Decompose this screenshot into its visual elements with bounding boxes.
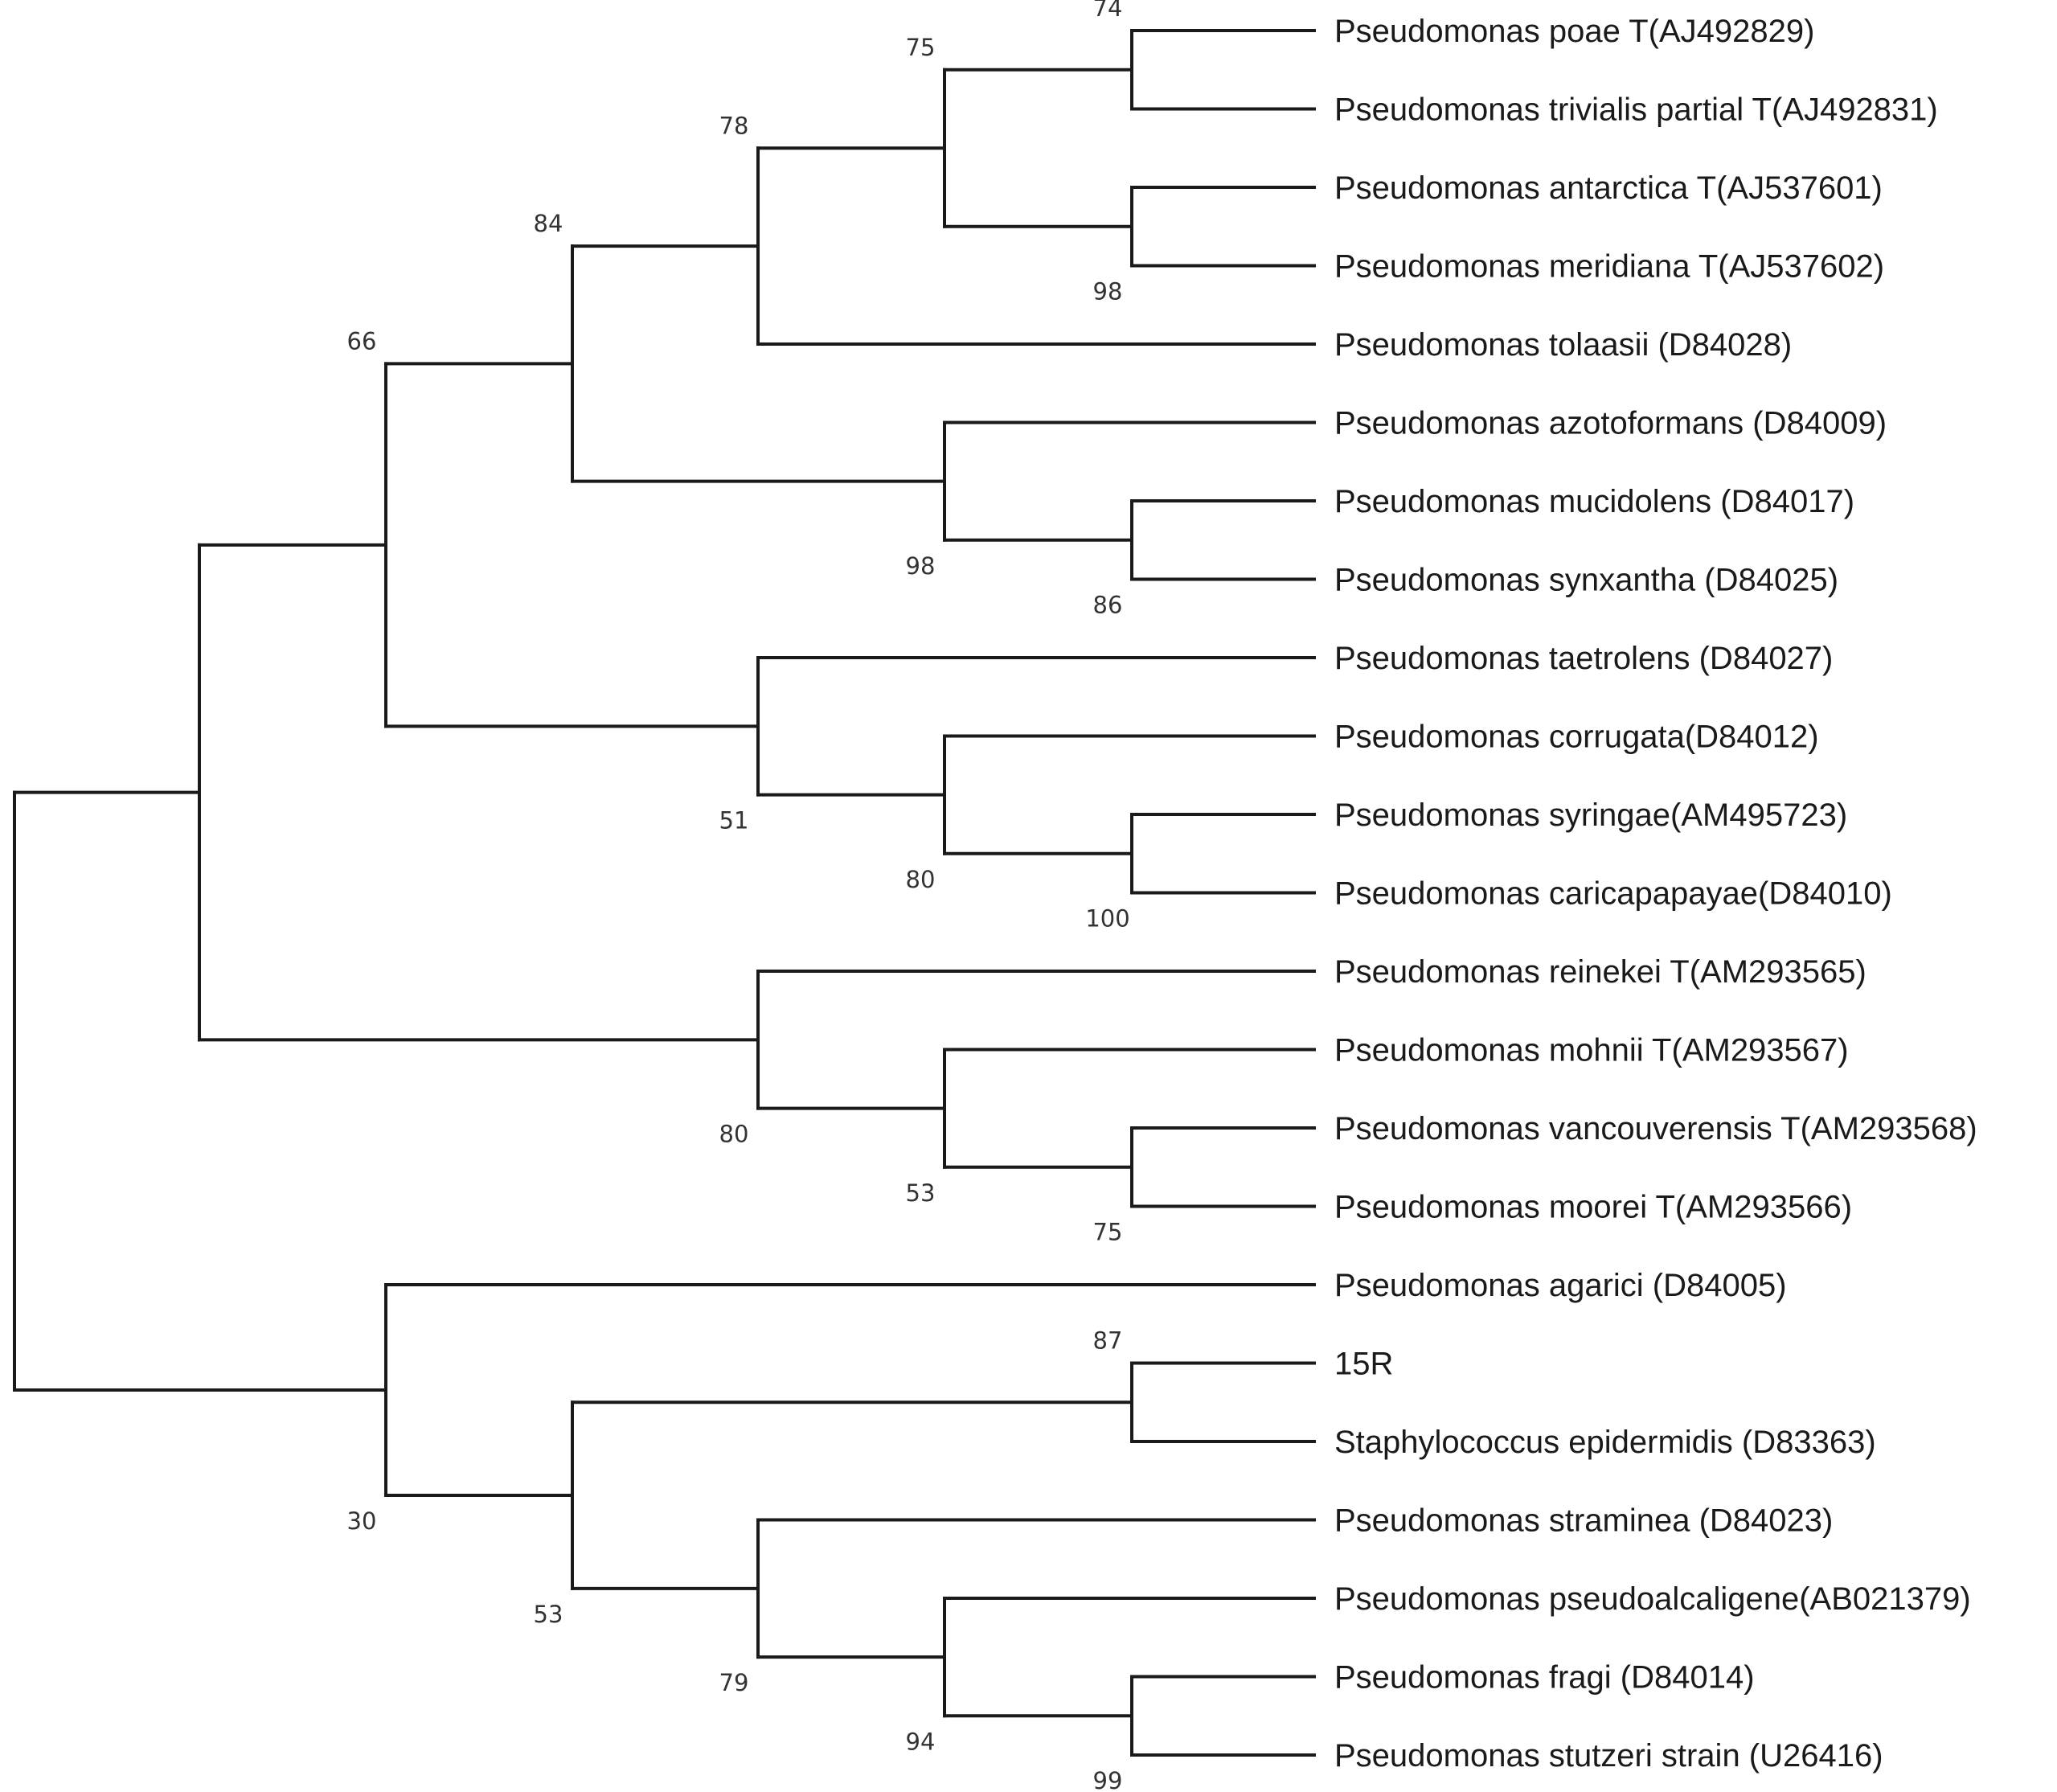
bootstrap-value: 75 (1093, 1219, 1123, 1246)
leaf-label: Pseudomonas fragi (D84014) (1334, 1660, 1755, 1696)
bootstrap-value: 80 (906, 866, 936, 893)
bootstrap-value: 98 (906, 552, 936, 580)
bootstrap-value: 87 (1093, 1327, 1123, 1355)
bootstrap-value: 75 (906, 34, 936, 61)
leaf-label: Pseudomonas vancouverensis T(AM293568) (1334, 1111, 1977, 1146)
leaf-label: 15R (1334, 1347, 1393, 1382)
leaf-labels: Pseudomonas poae T(AJ492829) Pseudomonas … (1334, 14, 1977, 1774)
leaf-label: Pseudomonas meridiana T(AJ537602) (1334, 249, 1884, 285)
leaf-label: Staphylococcus epidermidis (D83363) (1334, 1425, 1876, 1460)
bootstrap-value: 53 (906, 1179, 936, 1207)
bootstrap-value: 30 (347, 1507, 377, 1535)
leaf-label: Pseudomonas synxantha (D84025) (1334, 563, 1838, 598)
leaf-label: Pseudomonas pseudoalcaligene(AB021379) (1334, 1581, 1971, 1617)
leaf-label: Pseudomonas reinekei T(AM293565) (1334, 954, 1866, 990)
leaf-label: Pseudomonas mucidolens (D84017) (1334, 484, 1854, 519)
leaf-label: Pseudomonas taetrolens (D84027) (1334, 641, 1833, 676)
bootstrap-value: 51 (719, 807, 749, 834)
leaf-label: Pseudomonas agarici (D84005) (1334, 1268, 1787, 1303)
leaf-label: Pseudomonas stutzeri strain (U26416) (1334, 1738, 1883, 1774)
bootstrap-value: 86 (1093, 592, 1123, 619)
tree-branches (13, 29, 1316, 1757)
bootstrap-value: 94 (906, 1728, 936, 1755)
bootstrap-value: 53 (534, 1601, 563, 1628)
bootstrap-value: 80 (719, 1121, 749, 1148)
leaf-label: Pseudomonas mohnii T(AM293567) (1334, 1033, 1849, 1068)
leaf-label: Pseudomonas tolaasii (D84028) (1334, 327, 1792, 363)
bootstrap-value: 100 (1085, 905, 1129, 933)
leaf-label: Pseudomonas trivialis partial T(AJ492831… (1334, 92, 1938, 128)
bootstrap-values: 74 98 75 78 86 98 84 100 80 51 66 75 53 80 87 99 94 79 53 3… (347, 0, 1130, 1792)
leaf-label: Pseudomonas poae T(AJ492829) (1334, 14, 1814, 49)
bootstrap-value: 84 (534, 210, 563, 237)
bootstrap-value: 79 (719, 1669, 749, 1696)
leaf-label: Pseudomonas antarctica T(AJ537601) (1334, 170, 1883, 206)
leaf-label: Pseudomonas azotoformans (D84009) (1334, 406, 1887, 441)
bootstrap-value: 99 (1093, 1767, 1123, 1792)
bootstrap-value: 98 (1093, 278, 1123, 306)
leaf-label: Pseudomonas corrugata(D84012) (1334, 720, 1819, 755)
bootstrap-value: 66 (347, 327, 377, 355)
leaf-label: Pseudomonas syringae(AM495723) (1334, 798, 1847, 833)
bootstrap-value: 74 (1093, 0, 1123, 22)
leaf-label: Pseudomonas caricapapayae(D84010) (1334, 876, 1892, 912)
leaf-label: Pseudomonas straminea (D84023) (1334, 1503, 1833, 1539)
leaf-label: Pseudomonas moorei T(AM293566) (1334, 1190, 1852, 1225)
bootstrap-value: 78 (719, 112, 749, 139)
